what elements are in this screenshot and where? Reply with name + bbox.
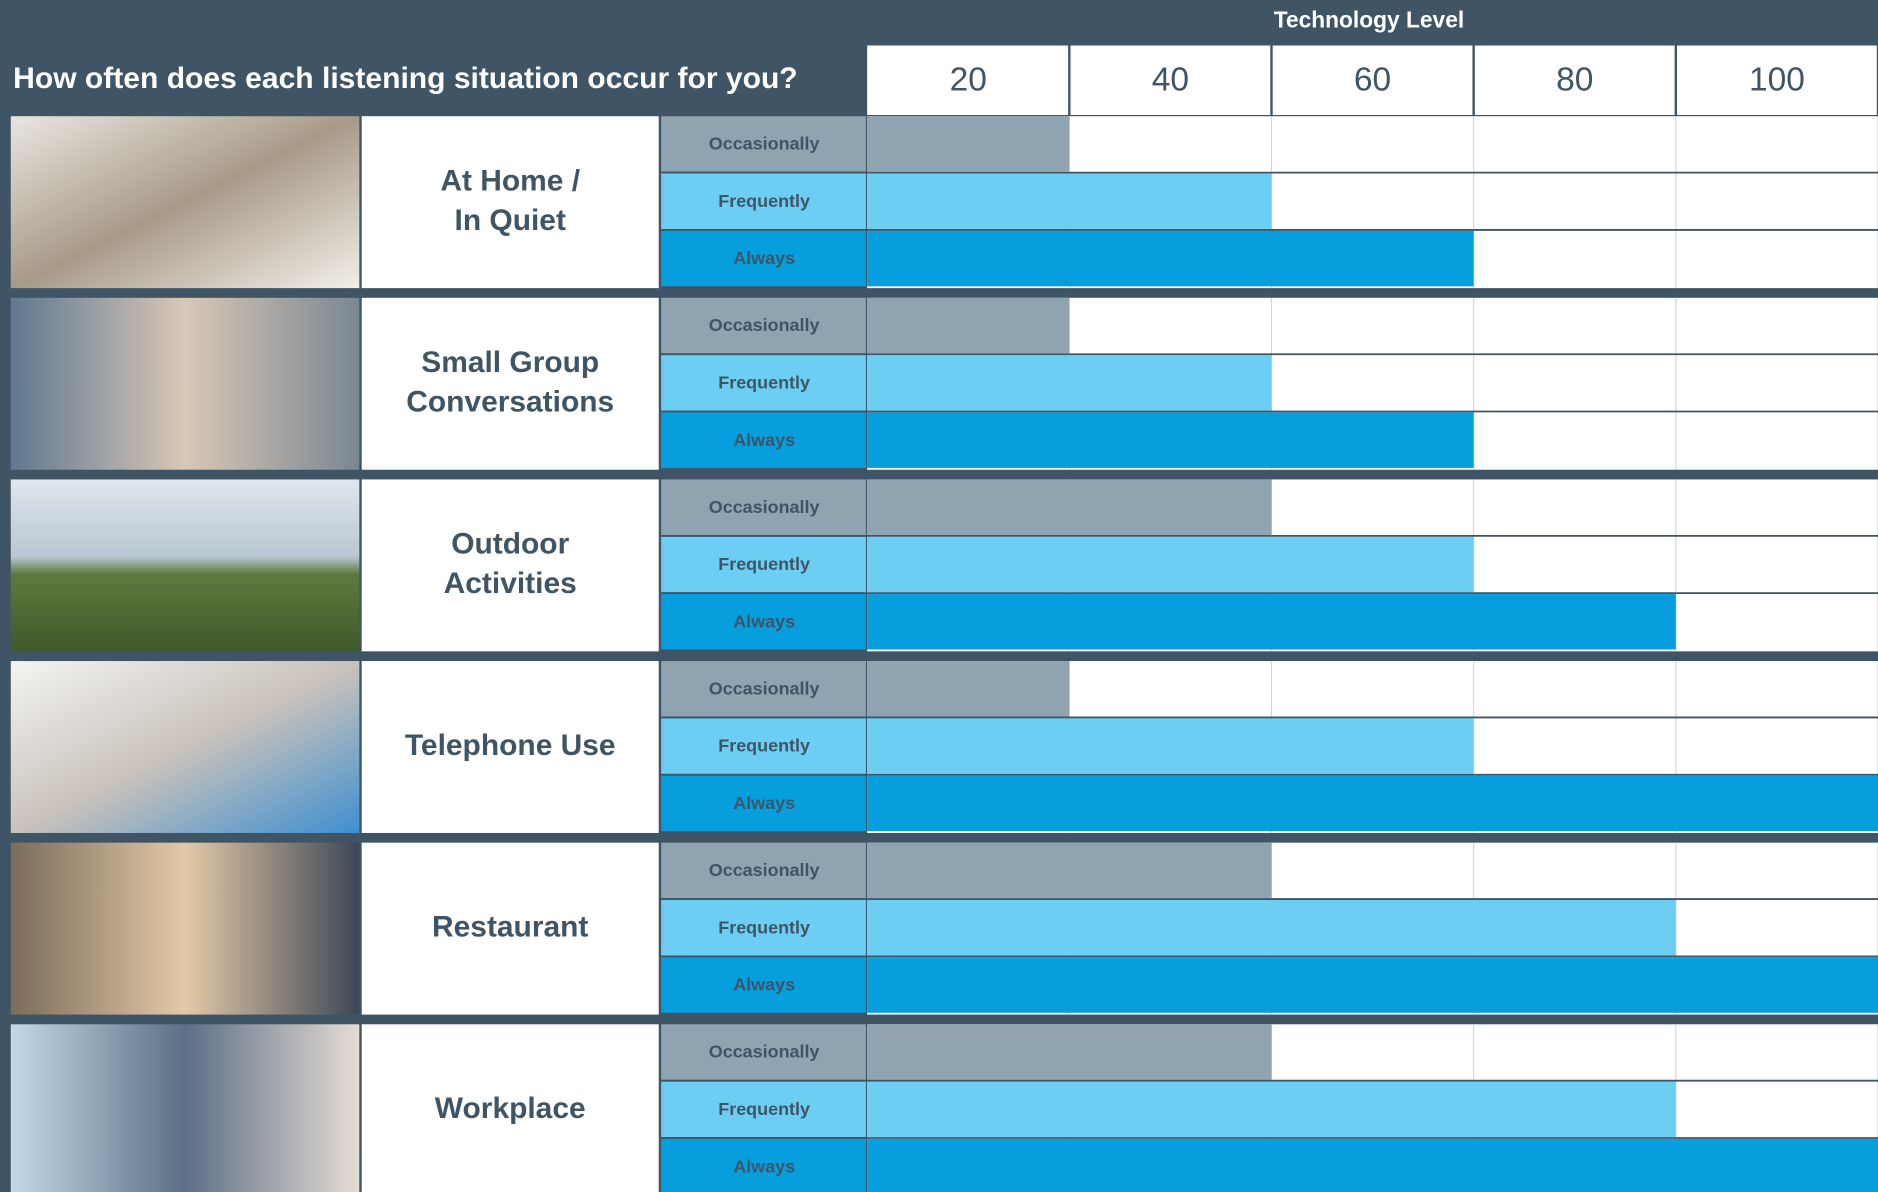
bar	[867, 957, 1878, 1013]
category-label: Small Group	[421, 346, 599, 379]
series-label-cell	[661, 718, 866, 774]
bar	[867, 661, 1070, 717]
series-label: Always	[733, 1156, 795, 1176]
series-label: Frequently	[718, 191, 810, 211]
bar	[867, 899, 1676, 956]
bar	[867, 718, 1474, 774]
bar	[867, 412, 1474, 468]
series-label-cell	[661, 594, 866, 650]
photo	[10, 661, 360, 833]
series-label-cell	[661, 1081, 866, 1138]
category-label: In Quiet	[455, 204, 566, 237]
category-cell	[361, 1024, 659, 1192]
series-label: Always	[733, 975, 795, 995]
series-label: Frequently	[718, 1099, 810, 1119]
bar	[867, 842, 1272, 899]
category-cell	[361, 116, 659, 289]
x-tick-label: 60	[1354, 61, 1391, 98]
series-label: Occasionally	[709, 134, 820, 154]
series-label: Frequently	[718, 373, 810, 393]
bar	[867, 775, 1878, 832]
series-label-cell	[661, 775, 866, 832]
bar	[867, 1024, 1272, 1080]
x-tick-label: 40	[1152, 61, 1189, 98]
category-label: Activities	[444, 567, 577, 600]
photo	[10, 1024, 360, 1192]
series-label-cell	[661, 116, 866, 172]
photo	[10, 116, 360, 289]
category-label: Conversations	[406, 385, 614, 418]
x-tick-label: 20	[950, 61, 987, 98]
photo	[10, 479, 360, 652]
bar	[867, 355, 1272, 411]
category-label: Workplace	[435, 1092, 586, 1125]
photo	[10, 297, 360, 470]
series-label: Frequently	[718, 917, 810, 937]
series-label: Frequently	[718, 736, 810, 756]
series-label-cell	[661, 297, 866, 354]
series-label: Always	[733, 248, 795, 268]
series-label: Frequently	[718, 554, 810, 574]
series-label: Always	[733, 430, 795, 450]
category-label: Telephone Use	[405, 729, 616, 762]
series-label: Occasionally	[709, 860, 820, 880]
series-label: Always	[733, 611, 795, 631]
series-label-cell	[661, 230, 866, 287]
series-label-cell	[661, 412, 866, 468]
bar	[867, 1081, 1676, 1138]
series-label: Occasionally	[709, 497, 820, 517]
bar	[867, 594, 1676, 650]
series-label-cell	[661, 355, 866, 411]
series-label: Occasionally	[709, 315, 820, 335]
series-label-cell	[661, 536, 866, 593]
tick-header	[867, 45, 1878, 116]
category-cell	[361, 297, 659, 470]
series-label-cell	[661, 173, 866, 230]
category-label: Restaurant	[432, 911, 588, 944]
bar	[867, 116, 1070, 172]
series-label-cell	[661, 1024, 866, 1080]
category-label: At Home /	[440, 164, 580, 197]
series-label-cell	[661, 842, 866, 899]
category-label: Outdoor	[451, 528, 569, 561]
category-cell	[361, 479, 659, 652]
bar	[867, 479, 1272, 535]
series-label-cell	[661, 661, 866, 717]
x-tick-label: 100	[1749, 61, 1805, 98]
photo	[10, 842, 360, 1015]
category-cell	[361, 661, 659, 833]
x-tick-label: 80	[1556, 61, 1593, 98]
x-axis-label: Technology Level	[1274, 7, 1464, 33]
category-cell	[361, 842, 659, 1015]
chart-title: How often does each listening situation …	[13, 62, 797, 95]
bar	[867, 297, 1070, 354]
series-label-cell	[661, 957, 866, 1013]
series-label-cell	[661, 899, 866, 956]
bar	[867, 1138, 1878, 1192]
bar	[867, 536, 1474, 593]
series-label: Occasionally	[709, 1042, 820, 1062]
series-label-cell	[661, 479, 866, 535]
bar	[867, 173, 1272, 230]
series-label: Always	[733, 793, 795, 813]
series-label: Occasionally	[709, 678, 820, 698]
bar	[867, 230, 1474, 287]
series-label-cell	[661, 1138, 866, 1192]
